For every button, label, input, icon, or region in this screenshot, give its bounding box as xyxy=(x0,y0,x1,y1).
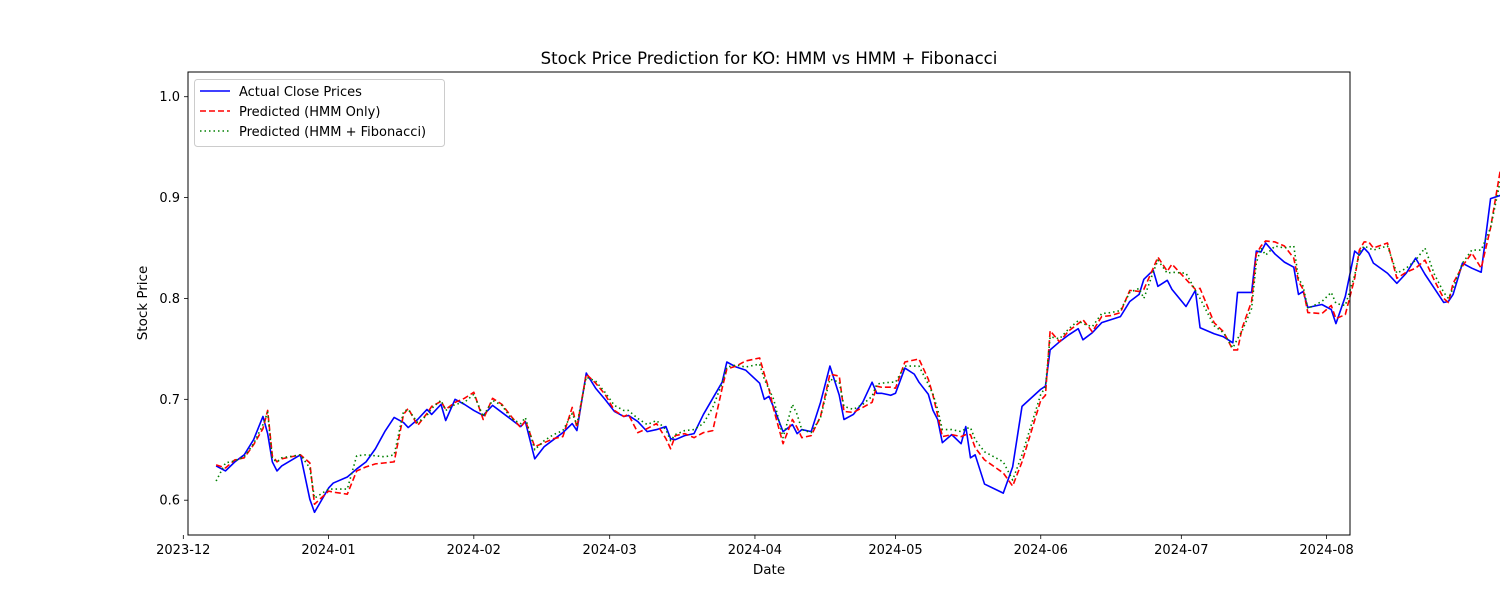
series-line-1 xyxy=(215,194,1500,514)
x-tick-label: 2024-08 xyxy=(1299,543,1353,558)
y-tick-label: 0.7 xyxy=(159,393,180,408)
x-tick-label: 2024-05 xyxy=(868,543,922,558)
y-tick-label: 0.9 xyxy=(159,191,180,206)
y-tick-label: 0.6 xyxy=(159,494,180,509)
x-tick-label: 2024-07 xyxy=(1154,543,1208,558)
x-tick-label: 2024-04 xyxy=(728,543,782,558)
legend: Actual Close Prices Predicted (HMM Only) P… xyxy=(194,79,445,147)
x-tick-label: 2024-03 xyxy=(583,543,637,558)
series-line-2 xyxy=(215,171,1500,506)
x-tick-label: 2024-01 xyxy=(301,543,355,558)
legend-box xyxy=(194,79,445,147)
x-axis-label: Date xyxy=(753,562,785,578)
legend-label-3: Predicted (HMM + Fibonacci) xyxy=(239,125,426,140)
legend-label-1: Actual Close Prices xyxy=(239,85,362,100)
x-axis: 2023-12 2024-01 2024-02 2024-03 2024-04 2024-… xyxy=(156,535,1354,558)
axes-frame xyxy=(187,71,1351,536)
legend-label-2: Predicted (HMM Only) xyxy=(239,105,380,120)
y-tick-label: 0.8 xyxy=(159,292,180,307)
x-tick-label: 2024-06 xyxy=(1014,543,1068,558)
y-tick-label: 1.0 xyxy=(159,90,180,105)
chart-title: Stock Price Prediction for KO: HMM vs HM… xyxy=(541,49,998,68)
plot-area xyxy=(215,171,1500,514)
y-axis-label: Stock Price xyxy=(135,266,151,341)
x-tick-label: 2024-02 xyxy=(447,543,501,558)
y-axis: 0.6 0.7 0.8 0.9 1.0 xyxy=(159,90,188,509)
x-tick-label: 2023-12 xyxy=(156,543,210,558)
